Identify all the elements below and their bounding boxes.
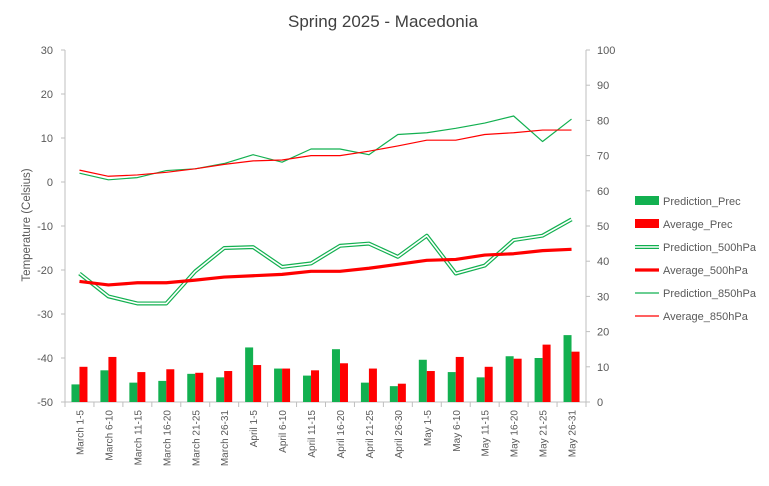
- legend-prediction-prec-label: Prediction_Prec: [663, 196, 741, 208]
- bar-average-prec: [571, 351, 580, 402]
- bar-group: [71, 335, 580, 402]
- legend-prediction-850hpa-label: Prediction_850hPa: [663, 288, 757, 300]
- y-tick-label: -40: [37, 353, 53, 365]
- bar-prediction-prec: [563, 335, 572, 402]
- bar-prediction-prec: [158, 380, 167, 402]
- line-average-500hpa: [79, 247, 572, 287]
- x-tick-label: April 26-30: [394, 410, 405, 459]
- axes: [64, 50, 587, 403]
- bar-average-prec: [397, 383, 406, 402]
- line-group: [78, 115, 573, 306]
- bar-average-prec: [513, 358, 522, 402]
- x-tick-label: March 26-31: [220, 410, 231, 467]
- y-tick-label: -30: [37, 309, 53, 321]
- y-tick-label: -10: [37, 221, 53, 233]
- x-tick-label: March 16-20: [162, 410, 173, 467]
- legend-average-500hpa-label: Average_500hPa: [663, 265, 749, 277]
- x-tick-label: May 1-5: [423, 410, 434, 447]
- bar-average-prec: [108, 356, 117, 402]
- line-prediction-500hpa-inner: [78, 218, 572, 305]
- legend-prediction-prec-swatch: [635, 196, 659, 205]
- bar-prediction-prec: [389, 386, 398, 402]
- y2-tick-label: 70: [597, 151, 609, 163]
- y-tick-label: -50: [37, 397, 53, 409]
- legend-average-prec-label: Average_Prec: [663, 219, 733, 231]
- y2-tick-label: 10: [597, 362, 609, 374]
- y2-tick-label: 90: [597, 80, 609, 92]
- y2-tick-label: 20: [597, 327, 609, 339]
- y-axis-ticks: 30 20 10 0 -10 -20 -30 -40 -50: [37, 45, 65, 409]
- bar-average-prec: [282, 368, 291, 402]
- bar-average-prec: [542, 344, 551, 402]
- bar-prediction-prec: [216, 377, 225, 402]
- bar-average-prec: [224, 371, 233, 402]
- y2-tick-label: 30: [597, 291, 609, 303]
- y2-tick-label: 40: [597, 256, 609, 268]
- y-tick-label: -20: [37, 265, 53, 277]
- bar-prediction-prec: [360, 382, 369, 402]
- bar-prediction-prec: [187, 373, 196, 402]
- x-tick-label: March 21-25: [191, 410, 202, 467]
- x-tick-label: April 1-5: [249, 410, 260, 448]
- x-tick-label: May 26-31: [568, 410, 579, 458]
- bar-prediction-prec: [245, 347, 254, 402]
- x-tick-label: May 16-20: [510, 410, 521, 458]
- line-prediction-850hpa: [79, 115, 572, 181]
- bar-average-prec: [79, 366, 88, 402]
- x-tick-label: April 11-15: [307, 410, 318, 458]
- bar-average-prec: [195, 372, 204, 402]
- y2-tick-label: 0: [597, 397, 603, 409]
- y2-tick-label: 50: [597, 221, 609, 233]
- legend: Prediction_Prec Average_Prec Prediction_50…: [635, 196, 757, 323]
- bar-prediction-prec: [274, 368, 283, 402]
- x-tick-label: May 6-10: [452, 410, 463, 452]
- x-tick-label: March 6-10: [104, 410, 115, 461]
- bar-average-prec: [455, 356, 464, 402]
- x-tick-label: April 21-25: [365, 410, 376, 459]
- bar-prediction-prec: [534, 358, 543, 402]
- y2-tick-label: 100: [597, 45, 615, 57]
- bar-average-prec: [484, 366, 493, 402]
- bar-average-prec: [137, 372, 146, 402]
- bar-average-prec: [426, 371, 435, 402]
- y-tick-label: 0: [47, 177, 53, 189]
- chart-title: Spring 2025 - Macedonia: [288, 12, 479, 31]
- bar-average-prec: [339, 363, 348, 402]
- bar-average-prec: [166, 369, 175, 402]
- bar-average-prec: [368, 368, 377, 402]
- x-tick-label: May 11-15: [481, 410, 492, 457]
- y-axis-title: Temperature (Celsius): [21, 168, 33, 281]
- bar-average-prec: [311, 370, 320, 402]
- legend-average-prec-swatch: [635, 219, 659, 228]
- y-tick-label: 30: [41, 45, 53, 57]
- bar-average-prec: [253, 365, 262, 402]
- bar-prediction-prec: [129, 382, 138, 402]
- line-average-850hpa: [79, 129, 572, 177]
- y2-tick-label: 60: [597, 186, 609, 198]
- x-tick-label: March 11-15: [133, 410, 144, 466]
- x-tick-label: March 1-5: [75, 410, 86, 455]
- bar-prediction-prec: [303, 375, 312, 402]
- bar-prediction-prec: [100, 370, 109, 402]
- x-tick-label: April 6-10: [278, 410, 289, 453]
- line-prediction-500hpa: [78, 217, 573, 306]
- bar-prediction-prec: [418, 359, 427, 402]
- bar-prediction-prec: [476, 377, 485, 402]
- x-tick-label: April 16-20: [336, 410, 347, 459]
- y-tick-label: 20: [41, 89, 53, 101]
- bar-prediction-prec: [505, 356, 514, 402]
- x-axis-ticks: March 1-5 March 6-10 March 11-15 March 16-2…: [64, 402, 587, 467]
- y2-tick-label: 80: [597, 115, 609, 127]
- legend-average-850hpa-label: Average_850hPa: [663, 311, 749, 323]
- legend-prediction-500hpa-label: Prediction_500hPa: [663, 242, 757, 254]
- bar-prediction-prec: [71, 384, 80, 402]
- y-tick-label: 10: [41, 133, 53, 145]
- x-tick-label: May 21-25: [539, 410, 550, 458]
- bar-prediction-prec: [331, 349, 340, 402]
- bar-prediction-prec: [447, 372, 456, 402]
